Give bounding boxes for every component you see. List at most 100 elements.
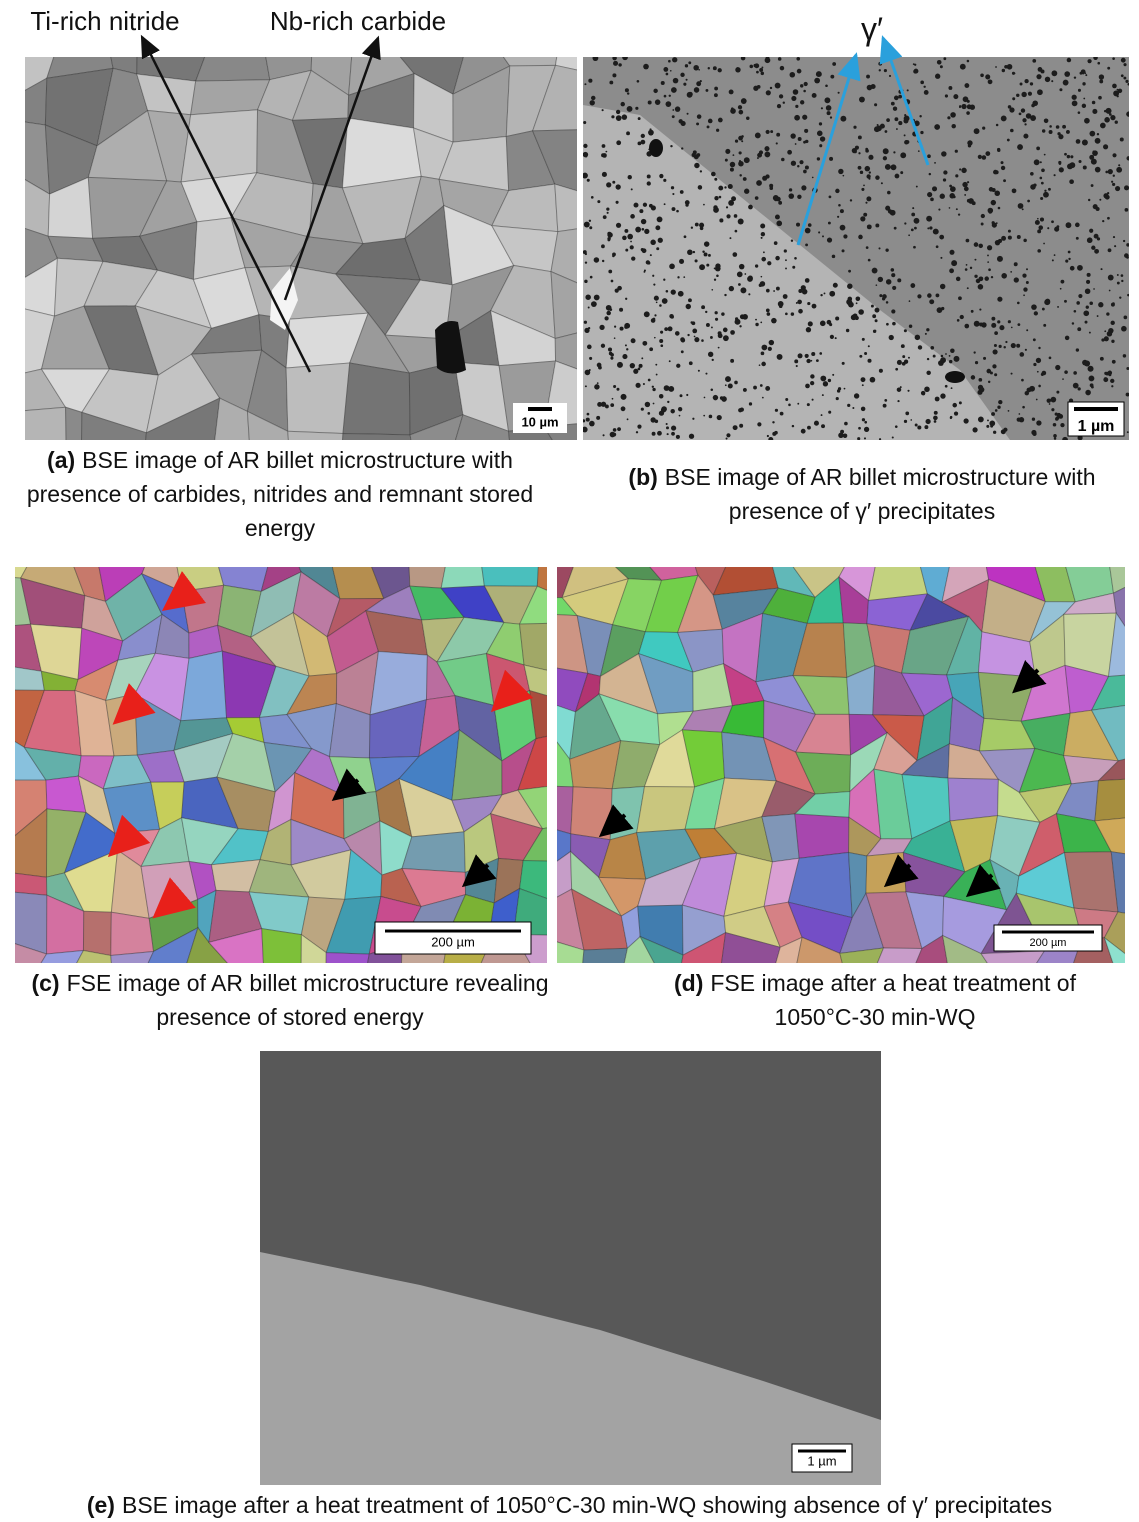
precipitate <box>1053 434 1057 438</box>
precipitate <box>607 237 610 240</box>
precipitate <box>982 126 985 129</box>
precipitate <box>603 215 607 219</box>
panel-b-image <box>582 54 1132 442</box>
precipitate <box>1085 74 1087 76</box>
precipitate <box>616 388 619 391</box>
precipitate <box>990 425 993 428</box>
annotation: Ti-rich nitride <box>30 6 179 36</box>
precipitate <box>993 349 998 354</box>
precipitate <box>1047 227 1049 229</box>
precipitate <box>915 424 918 427</box>
precipitate <box>963 418 968 423</box>
precipitate <box>805 165 809 169</box>
precipitate <box>940 393 945 398</box>
precipitate <box>616 223 621 228</box>
precipitate <box>1123 77 1126 80</box>
precipitate <box>660 331 663 334</box>
precipitate <box>607 232 611 236</box>
precipitate <box>709 415 713 419</box>
precipitate <box>805 243 808 246</box>
precipitate <box>1102 220 1104 222</box>
precipitate <box>775 409 778 412</box>
precipitate <box>1003 179 1006 182</box>
precipitate <box>1121 58 1126 63</box>
precipitate <box>738 161 743 166</box>
precipitate <box>594 257 600 263</box>
precipitate <box>688 61 691 64</box>
precipitate <box>770 130 773 133</box>
precipitate <box>607 212 609 214</box>
caption-text: FSE image of AR billet microstructure re… <box>67 970 549 1030</box>
precipitate <box>945 353 947 355</box>
precipitate <box>729 286 734 291</box>
precipitate <box>649 139 663 157</box>
precipitate <box>1067 58 1072 63</box>
precipitate <box>765 386 770 391</box>
precipitate <box>616 184 621 189</box>
precipitate <box>705 311 707 313</box>
precipitate <box>877 124 879 126</box>
precipitate <box>1066 222 1072 228</box>
precipitate <box>927 358 929 360</box>
scale-bar: 200 µm <box>994 925 1102 951</box>
precipitate <box>672 115 675 118</box>
caption: (e)BSE image after a heat treatment of 1… <box>0 1488 1139 1522</box>
precipitate <box>964 194 966 196</box>
precipitate <box>910 419 912 421</box>
precipitate <box>670 409 674 413</box>
precipitate <box>1110 115 1115 120</box>
precipitate <box>659 304 662 307</box>
precipitate <box>1070 155 1073 158</box>
precipitate <box>1060 423 1064 427</box>
precipitate <box>1043 243 1045 245</box>
precipitate <box>927 227 929 229</box>
precipitate <box>1042 308 1045 311</box>
precipitate <box>1014 262 1018 266</box>
precipitate <box>835 189 839 193</box>
precipitate <box>1019 112 1022 115</box>
caption-text: BSE image of AR billet microstructure wi… <box>665 464 1096 524</box>
precipitate <box>924 425 928 429</box>
precipitate <box>1124 185 1129 190</box>
precipitate <box>686 394 688 396</box>
precipitate <box>777 104 781 108</box>
precipitate <box>993 431 996 434</box>
precipitate <box>657 216 663 222</box>
precipitate <box>584 321 587 324</box>
precipitate <box>654 296 659 301</box>
precipitate <box>713 205 717 209</box>
precipitate <box>739 110 744 115</box>
precipitate <box>684 235 687 238</box>
precipitate <box>798 309 803 314</box>
annotation: γ′ <box>861 11 883 47</box>
precipitate <box>714 279 716 281</box>
precipitate <box>1056 225 1059 228</box>
precipitate <box>908 234 910 236</box>
precipitate <box>832 62 836 66</box>
precipitate <box>773 290 775 292</box>
precipitate <box>698 185 702 189</box>
precipitate <box>1099 199 1101 201</box>
precipitate <box>647 182 650 185</box>
precipitate <box>856 302 858 304</box>
scale-label: 200 µm <box>431 934 475 949</box>
precipitate <box>666 423 668 425</box>
precipitate <box>891 164 897 170</box>
precipitate <box>1022 406 1025 409</box>
precipitate <box>904 329 907 332</box>
precipitate <box>677 276 679 278</box>
precipitate <box>970 105 975 110</box>
precipitate <box>912 207 914 209</box>
precipitate <box>956 277 960 281</box>
scale-bar: 10 µm <box>513 403 567 433</box>
precipitate <box>951 260 957 266</box>
precipitate <box>949 207 951 209</box>
precipitate <box>924 90 929 95</box>
precipitate <box>966 264 968 266</box>
precipitate <box>1010 271 1012 273</box>
precipitate <box>806 327 811 332</box>
precipitate <box>668 60 671 63</box>
precipitate <box>1093 204 1098 209</box>
precipitate <box>1040 161 1042 163</box>
precipitate <box>753 386 757 390</box>
